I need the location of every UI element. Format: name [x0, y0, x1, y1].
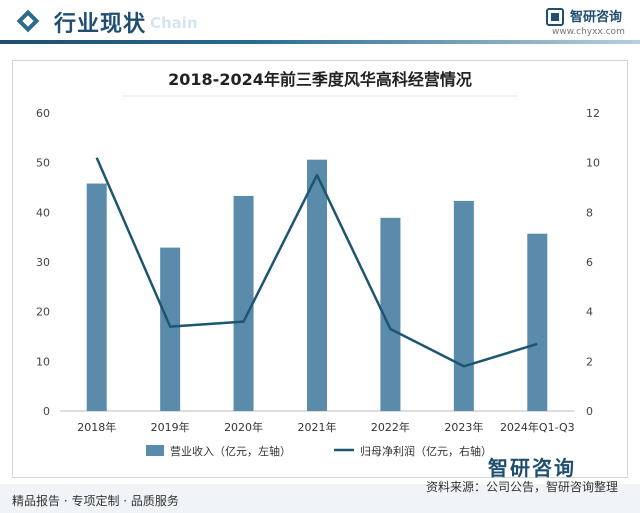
bar [87, 184, 107, 411]
y-right-tick-label: 8 [586, 206, 593, 219]
bar [454, 201, 474, 411]
legend-bar-swatch [146, 445, 164, 456]
y-right-tick-label: 10 [586, 157, 600, 170]
y-left-tick-label: 30 [36, 256, 50, 269]
y-left-tick-label: 60 [36, 107, 50, 120]
y-left-tick-label: 20 [36, 306, 50, 319]
source-note: 资料来源：公司公告，智研咨询整理 [426, 478, 618, 495]
y-left-tick-label: 40 [36, 206, 50, 219]
x-tick-label: 2020年 [224, 420, 263, 434]
brand-url: www.chyxx.com [552, 27, 625, 37]
y-left-tick-label: 10 [36, 355, 50, 368]
bar [160, 248, 180, 411]
header-bar: 行业现状 Chain 智研咨询 www.chyxx.com [0, 0, 640, 44]
x-tick-label: 2023年 [444, 420, 483, 434]
y-right-tick-label: 2 [586, 355, 593, 368]
y-right-tick-label: 4 [586, 306, 593, 319]
header-divider [0, 40, 640, 44]
y-left-tick-label: 50 [36, 157, 50, 170]
y-right-tick-label: 12 [586, 107, 600, 120]
bar [527, 234, 547, 411]
section-subtitle: Chain [150, 14, 198, 32]
brand-name: 智研咨询 [570, 6, 622, 25]
y-right-tick-label: 6 [586, 256, 593, 269]
legend-line-label: 归母净利润（亿元，右轴） [360, 444, 492, 458]
x-tick-label: 2019年 [151, 420, 190, 434]
section-title: 行业现状 [54, 6, 146, 38]
x-tick-label: 2018年 [77, 420, 116, 434]
x-tick-label: 2024年Q1-Q3 [500, 420, 575, 434]
x-tick-label: 2021年 [298, 420, 337, 434]
bar [307, 160, 327, 411]
footer-slogan: 精品报告 · 专项定制 · 品质服务 [12, 492, 179, 509]
x-tick-label: 2022年 [371, 420, 410, 434]
footer-brand: 智研咨询 [488, 452, 576, 481]
y-right-tick-label: 0 [586, 405, 593, 418]
brand-logo-icon [546, 8, 564, 26]
legend-bar-label: 营业收入（亿元，左轴） [170, 444, 291, 458]
chart: 0 10 20 30 40 50 60 0 2 4 6 8 10 12 2018年 2019年 2020年 202… [12, 60, 628, 478]
bar [234, 196, 254, 411]
y-left-tick-label: 0 [43, 405, 50, 418]
